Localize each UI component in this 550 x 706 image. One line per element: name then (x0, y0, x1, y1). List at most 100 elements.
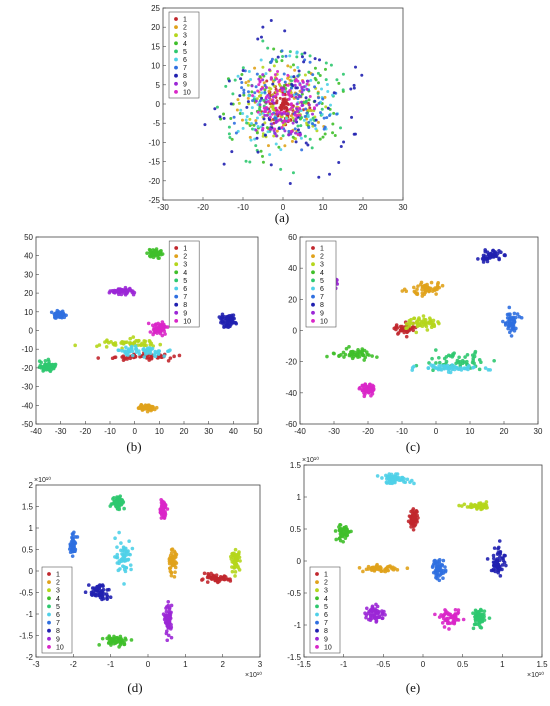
point-cluster-5 (473, 622, 478, 627)
point-cluster-4 (109, 637, 114, 642)
point-cluster-5 (437, 360, 442, 365)
point-cluster-7 (232, 115, 236, 119)
point-cluster-10 (447, 627, 451, 631)
point-cluster-9 (166, 599, 171, 604)
point-cluster-7 (263, 90, 267, 94)
point-cluster-9 (261, 78, 265, 82)
point-cluster-7 (72, 543, 76, 547)
point-cluster-8 (497, 539, 502, 543)
point-cluster-10 (289, 103, 293, 107)
point-cluster-3 (419, 319, 424, 324)
legend-marker-6 (47, 612, 51, 617)
y-tick-label: 10 (24, 308, 33, 317)
point-cluster-8 (268, 118, 272, 122)
point-cluster-7 (307, 125, 311, 129)
point-cluster-1 (223, 575, 228, 579)
point-cluster-3 (73, 343, 77, 348)
point-cluster-8 (225, 316, 230, 320)
point-cluster-6 (120, 552, 124, 556)
point-cluster-5 (434, 348, 438, 352)
point-cluster-2 (420, 294, 425, 298)
point-cluster-3 (125, 340, 129, 344)
x-tick-label: 1 (500, 660, 505, 669)
point-cluster-5 (482, 609, 487, 613)
point-cluster-4 (343, 536, 348, 541)
point-cluster-10 (275, 89, 279, 93)
point-cluster-6 (122, 582, 126, 586)
point-cluster-8 (296, 128, 300, 132)
point-cluster-7 (49, 310, 54, 315)
legend-label-6: 6 (183, 57, 187, 64)
point-cluster-3 (128, 336, 133, 341)
point-cluster-10 (369, 393, 373, 398)
point-cluster-10 (370, 383, 375, 388)
point-cluster-4 (337, 81, 341, 85)
y-tick-label: 20 (24, 289, 33, 298)
point-cluster-4 (157, 256, 161, 260)
legend-box (309, 566, 341, 654)
point-cluster-6 (390, 480, 395, 484)
point-cluster-10 (360, 388, 365, 392)
point-cluster-6 (115, 555, 120, 560)
point-cluster-10 (368, 386, 372, 391)
point-cluster-2 (405, 566, 410, 571)
plot-frame (299, 236, 539, 425)
point-cluster-6 (116, 568, 121, 573)
legend-marker-8 (311, 302, 315, 307)
point-cluster-5 (477, 618, 481, 622)
point-cluster-7 (71, 532, 75, 537)
point-cluster-10 (151, 332, 155, 337)
point-cluster-5 (471, 611, 475, 616)
x-tick-label: 50 (254, 427, 263, 436)
x-tick-label: 20 (180, 427, 189, 436)
point-cluster-8 (485, 250, 490, 254)
point-cluster-10 (275, 77, 279, 81)
point-cluster-7 (280, 49, 284, 53)
point-cluster-7 (56, 312, 61, 317)
y-tick-label: 25 (151, 4, 160, 13)
point-cluster-5 (324, 61, 328, 65)
point-cluster-1 (200, 578, 204, 582)
point-cluster-4 (341, 350, 346, 355)
panel-label: (c) (406, 439, 420, 454)
point-cluster-4 (331, 351, 336, 356)
point-cluster-3 (230, 560, 235, 564)
y-tick-label: 0 (29, 327, 34, 336)
point-cluster-6 (488, 368, 492, 372)
point-cluster-10 (277, 118, 281, 122)
point-cluster-9 (164, 609, 169, 614)
point-cluster-6 (253, 137, 257, 141)
point-cluster-8 (229, 102, 233, 106)
point-cluster-2 (173, 550, 177, 555)
x-tick-label: 30 (399, 203, 408, 212)
point-cluster-8 (300, 55, 304, 59)
point-cluster-4 (345, 533, 350, 538)
point-cluster-6 (153, 349, 157, 354)
y-tick-label: 10 (151, 62, 160, 71)
point-cluster-8 (245, 105, 249, 109)
point-cluster-7 (263, 83, 267, 87)
point-cluster-6 (157, 349, 162, 353)
point-cluster-2 (172, 575, 177, 579)
point-cluster-2 (379, 569, 384, 574)
x-tick-label: -10 (104, 427, 116, 436)
point-cluster-10 (275, 92, 279, 96)
x-tick-label: 0 (421, 660, 426, 669)
point-cluster-5 (477, 367, 482, 372)
point-cluster-8 (498, 574, 503, 578)
point-cluster-2 (375, 565, 380, 569)
point-cluster-9 (274, 121, 278, 125)
point-cluster-10 (273, 127, 277, 131)
x-tick-label: 2 (220, 660, 225, 669)
panel-label: (b) (126, 439, 141, 454)
point-cluster-1 (120, 355, 124, 359)
point-cluster-4 (318, 137, 322, 141)
point-cluster-7 (62, 315, 67, 320)
y-tick-label: 50 (24, 233, 33, 242)
point-cluster-6 (309, 78, 313, 82)
y-tick-label: 1.5 (22, 503, 34, 512)
point-cluster-7 (328, 114, 332, 118)
point-cluster-7 (304, 107, 308, 111)
point-cluster-9 (294, 118, 298, 122)
point-cluster-8 (495, 557, 500, 561)
